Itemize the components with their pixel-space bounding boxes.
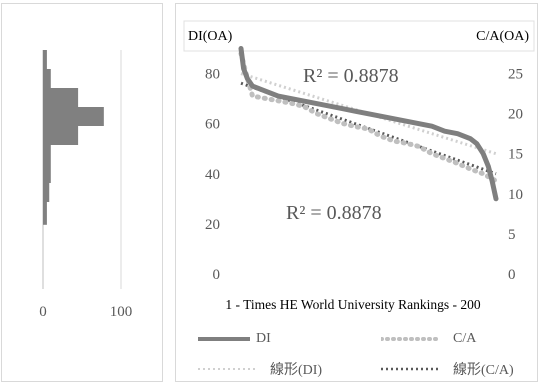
y-right-tick-label: 0 bbox=[508, 267, 516, 283]
histogram-bar bbox=[43, 202, 47, 225]
histogram-bar bbox=[43, 183, 50, 202]
line-chart: DI(OA) C/A(OA) 0 20 40 60 80 0 5 10 15 20 25 R² =… bbox=[183, 20, 535, 312]
y-left-tick-label: 60 bbox=[205, 117, 220, 133]
y-right-tick-label: 25 bbox=[508, 67, 523, 83]
x-tick-label: 100 bbox=[110, 304, 133, 320]
x-axis-label: 1 - Times HE World University Rankings -… bbox=[225, 297, 480, 312]
histogram-bar bbox=[43, 145, 51, 164]
right-axis-title: C/A(OA) bbox=[476, 29, 529, 44]
y-right-tick-label: 5 bbox=[508, 227, 516, 243]
y-right-tick-label: 10 bbox=[508, 187, 523, 203]
x-tick-label: 0 bbox=[39, 304, 47, 320]
axis-title-box bbox=[183, 20, 535, 52]
r-squared-label-bottom: R² = 0.8878 bbox=[286, 202, 382, 224]
legend-swatch-trend-di bbox=[198, 368, 258, 370]
legend-label-trend-ca: 線形(C/A) bbox=[453, 363, 514, 378]
legend-swatch-di bbox=[198, 337, 250, 341]
histogram-chart: 0 100 bbox=[39, 50, 133, 320]
y-left-tick-label: 0 bbox=[213, 267, 221, 283]
histogram-bar bbox=[43, 164, 51, 183]
histogram-bar bbox=[43, 107, 104, 126]
legend-item-ca: C/A bbox=[381, 327, 476, 351]
histogram-bar bbox=[43, 69, 51, 88]
legend-row-2: 線形(DI) 線形(C/A) bbox=[176, 357, 538, 381]
y-right-tick-label: 20 bbox=[508, 107, 523, 123]
legend-label-ca: C/A bbox=[453, 331, 477, 346]
histogram-bar bbox=[43, 126, 79, 145]
y-left-tick-label: 80 bbox=[205, 67, 220, 83]
histogram-panel: 0 100 bbox=[1, 3, 163, 382]
legend-swatch-ca bbox=[381, 337, 443, 341]
legend-swatch-trend-ca bbox=[381, 367, 441, 371]
legend-item-trend-ca: 線形(C/A) bbox=[381, 357, 514, 381]
histogram-bar bbox=[43, 88, 79, 107]
left-axis-title: DI(OA) bbox=[188, 29, 233, 44]
series-line-di bbox=[238, 46, 499, 202]
legend-label-di: DI bbox=[256, 331, 271, 346]
y-left-tick-label: 40 bbox=[205, 167, 220, 183]
series-line-ca bbox=[238, 51, 499, 184]
histogram-bar bbox=[43, 50, 47, 69]
legend-row-1: DI C/A bbox=[176, 327, 538, 351]
y-left-tick-label: 20 bbox=[205, 217, 220, 233]
line-chart-panel: DI(OA) C/A(OA) 0 20 40 60 80 0 5 10 15 20 25 R² =… bbox=[175, 3, 538, 382]
legend-label-trend-di: 線形(DI) bbox=[270, 363, 323, 378]
y-right-tick-label: 15 bbox=[508, 147, 523, 163]
legend-item-trend-di: 線形(DI) bbox=[198, 357, 322, 381]
legend-item-di: DI bbox=[198, 327, 271, 351]
r-squared-label-top: R² = 0.8878 bbox=[303, 65, 399, 87]
